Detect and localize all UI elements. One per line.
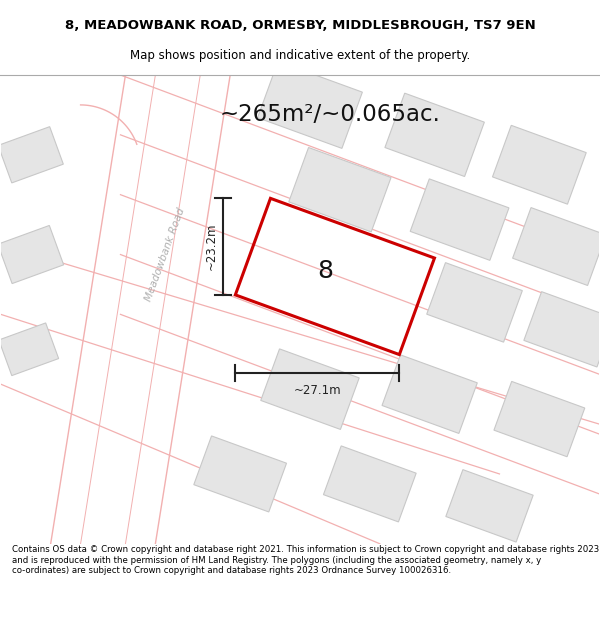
Polygon shape bbox=[0, 323, 59, 376]
Text: ~23.2m: ~23.2m bbox=[205, 223, 217, 271]
Text: Contains OS data © Crown copyright and database right 2021. This information is : Contains OS data © Crown copyright and d… bbox=[12, 546, 599, 575]
Text: Map shows position and indicative extent of the property.: Map shows position and indicative extent… bbox=[130, 49, 470, 62]
Polygon shape bbox=[410, 179, 509, 261]
Polygon shape bbox=[0, 127, 64, 183]
Polygon shape bbox=[50, 75, 230, 544]
Polygon shape bbox=[0, 226, 64, 284]
Text: 8: 8 bbox=[317, 259, 333, 284]
Polygon shape bbox=[427, 262, 523, 342]
Polygon shape bbox=[524, 292, 600, 367]
Polygon shape bbox=[494, 381, 585, 457]
Text: Meadowbank Road: Meadowbank Road bbox=[144, 206, 187, 302]
Polygon shape bbox=[257, 61, 362, 148]
Polygon shape bbox=[289, 148, 391, 232]
Polygon shape bbox=[194, 436, 287, 512]
Text: ~27.1m: ~27.1m bbox=[293, 384, 341, 398]
Polygon shape bbox=[385, 93, 484, 176]
Text: ~265m²/~0.065ac.: ~265m²/~0.065ac. bbox=[220, 103, 440, 126]
Polygon shape bbox=[323, 446, 416, 522]
Polygon shape bbox=[261, 349, 359, 429]
Polygon shape bbox=[382, 355, 477, 434]
Polygon shape bbox=[512, 208, 600, 286]
Polygon shape bbox=[493, 126, 586, 204]
Polygon shape bbox=[446, 469, 533, 542]
Text: 8, MEADOWBANK ROAD, ORMESBY, MIDDLESBROUGH, TS7 9EN: 8, MEADOWBANK ROAD, ORMESBY, MIDDLESBROU… bbox=[65, 19, 535, 32]
